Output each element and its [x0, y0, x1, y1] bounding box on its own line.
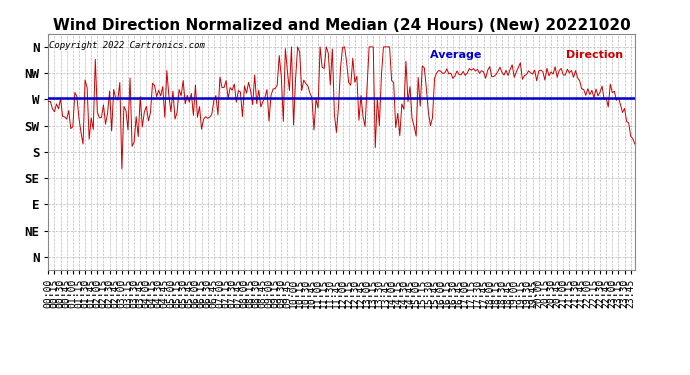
Text: Copyright 2022 Cartronics.com: Copyright 2022 Cartronics.com: [50, 41, 206, 50]
Title: Wind Direction Normalized and Median (24 Hours) (New) 20221020: Wind Direction Normalized and Median (24…: [52, 18, 631, 33]
Text: Direction: Direction: [566, 50, 623, 60]
Text: Average: Average: [430, 50, 485, 60]
